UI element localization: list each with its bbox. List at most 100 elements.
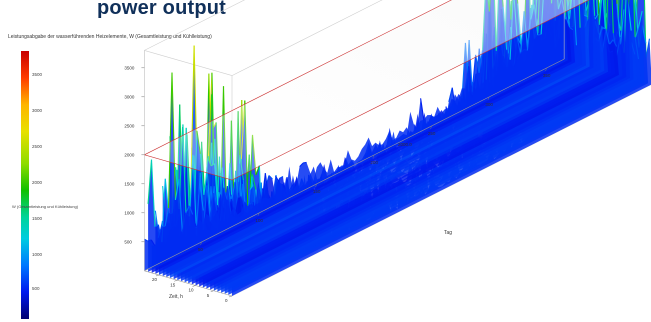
- surface-peak: [475, 54, 480, 73]
- surface-band: [144, 0, 565, 271]
- colorbar-label: W (Gesamtleistung und Kühlleistung): [12, 204, 79, 209]
- x-tick-mark: [487, 96, 490, 100]
- x-tick-mark: [257, 212, 260, 216]
- box-edge: [144, 50, 233, 76]
- surface-peak: [468, 66, 473, 92]
- surface-peak: [206, 171, 212, 220]
- y-tick-mark: [210, 290, 214, 292]
- surface-peak: [303, 161, 307, 164]
- surface-peak: [195, 183, 201, 229]
- colorbar-tick: 500: [32, 286, 40, 291]
- surface-peak: [516, 36, 521, 54]
- reference-plane-label: 2000.0: [398, 142, 412, 147]
- surface-peak: [264, 173, 270, 200]
- y-tick-label: 0: [225, 298, 228, 303]
- z-tick-label: 1000: [124, 210, 135, 215]
- surface-peak: [209, 193, 214, 218]
- surface-peak: [594, 13, 599, 20]
- box-edge: [144, 0, 245, 51]
- surface-peak: [230, 182, 236, 202]
- y-tick-mark: [155, 274, 160, 277]
- z-axis-ticks: 500 1000 1500 2000 2500 3000 3500: [124, 65, 145, 244]
- surface-peak: [630, 42, 636, 55]
- y-axis-ticks: 0 5 10 15 20: [152, 274, 233, 303]
- surface-peak: [223, 187, 228, 200]
- surface-peak: [620, 0, 623, 31]
- surface-peak: [611, 0, 614, 34]
- colorbar-tick: 2500: [32, 144, 43, 149]
- surface-peak: [164, 207, 170, 227]
- surface-peak: [605, 0, 609, 34]
- surface-peak: [154, 224, 159, 228]
- surface-peak: [565, 15, 570, 27]
- x-tick-mark: [315, 183, 318, 187]
- colorbar-gradient: [21, 51, 29, 319]
- box-edge: [144, 58, 565, 272]
- colorbar-tick: 3500: [32, 72, 43, 77]
- x-axis-ticks: 50 100 150 200 250 300 350: [198, 67, 551, 252]
- surface-peak: [190, 45, 195, 199]
- surface-peak: [251, 174, 257, 190]
- colorbar-tick: 1000: [32, 252, 43, 257]
- x-tick-mark: [545, 67, 548, 71]
- surface-peak: [619, 9, 625, 45]
- z-tick-label: 2000: [124, 152, 135, 157]
- surface-peak: [171, 72, 176, 200]
- surface-peak: [593, 0, 596, 16]
- x-tick-mark: [430, 125, 433, 129]
- surface-peak: [633, 0, 636, 38]
- colorbar: 3500 3000 2500 2000 1500 1000 500 W (Ges…: [0, 48, 78, 322]
- y-tick-label: 15: [170, 282, 176, 287]
- x-tick-mark: [200, 241, 203, 245]
- surface-peak: [598, 0, 603, 25]
- surface-peak: [634, 26, 640, 39]
- surface: [144, 0, 651, 296]
- surface-peak: [597, 0, 600, 25]
- surface-peak: [612, 39, 618, 47]
- surface-peak: [219, 187, 225, 221]
- surface-peak: [144, 238, 149, 242]
- surface-peak: [174, 178, 180, 201]
- x-tick-label: 50: [198, 247, 204, 252]
- surface-peak: [471, 54, 477, 92]
- surface-peak: [464, 66, 470, 89]
- reference-plane-surface: [143, 0, 590, 181]
- surface-peak: [168, 72, 173, 209]
- x-tick-label: 150: [313, 189, 321, 194]
- reference-plane: 2000.0: [143, 0, 590, 181]
- z-tick-label: 2500: [124, 123, 135, 128]
- surface-peak: [147, 239, 152, 242]
- surface-peak: [578, 0, 581, 28]
- surface-peak: [275, 175, 280, 183]
- surface-peak: [609, 39, 614, 45]
- surface-peak: [604, 0, 607, 41]
- x-tick-label: 300: [485, 102, 493, 107]
- z-tick-label: 3000: [124, 94, 135, 99]
- box-edge: [231, 0, 383, 76]
- surface-peak: [638, 10, 643, 27]
- surface-peak: [299, 162, 304, 167]
- y-axis-label: Zeit, h: [169, 294, 183, 300]
- surface-peak: [237, 195, 242, 198]
- y-tick-label: 20: [152, 277, 158, 282]
- surface-peak: [616, 36, 621, 56]
- surface-peak: [605, 28, 610, 45]
- y-tick-label: 10: [189, 288, 195, 293]
- colorbar-tick: 2000: [32, 180, 43, 185]
- surface-peak: [226, 186, 232, 215]
- y-tick-mark: [228, 295, 233, 298]
- plot-title: Leistungsabgabe der wasserführenden Heiz…: [8, 34, 212, 40]
- surface-peak: [279, 176, 284, 179]
- surface-peak: [199, 183, 204, 211]
- surface-peak: [157, 226, 163, 238]
- x-tick-label: 200: [370, 160, 378, 165]
- y-tick-mark: [174, 280, 178, 282]
- z-tick-label: 500: [124, 239, 132, 244]
- surface-peak: [599, 0, 602, 5]
- surface-peak: [192, 214, 197, 228]
- surface-peak: [573, 0, 577, 46]
- surface-peak: [255, 165, 260, 176]
- surface-peak: [634, 36, 640, 60]
- surface-peak: [150, 239, 156, 246]
- surface-peak: [645, 38, 650, 59]
